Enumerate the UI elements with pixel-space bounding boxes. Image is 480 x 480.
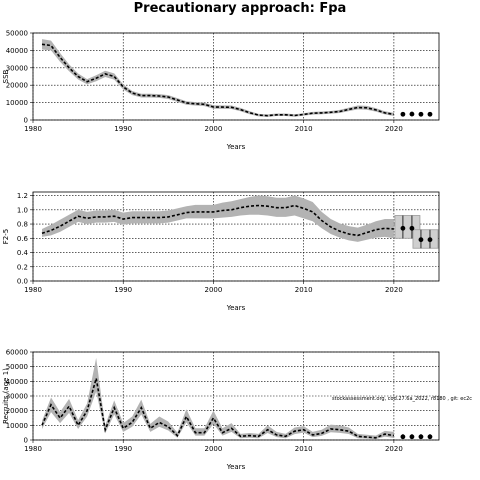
x-tick-label: 1980 bbox=[24, 125, 42, 133]
y-tick-label: 10000 bbox=[6, 422, 28, 430]
forecast-point bbox=[418, 434, 424, 440]
plot-frame bbox=[32, 32, 440, 121]
x-tick-label: 2010 bbox=[295, 286, 313, 294]
y-tick-label: 1.0 bbox=[17, 206, 28, 214]
forecast-point bbox=[427, 111, 433, 117]
panel-fbar: 1980 1990 2000 2010 2020 0.0 0.2 0.4 0.6 0.8 1.0 1.… bbox=[2, 191, 440, 312]
forecast-point bbox=[400, 434, 406, 440]
forecast-point bbox=[400, 225, 406, 231]
x-tick-label: 2010 bbox=[295, 445, 313, 453]
y-tick-label: 20000 bbox=[6, 407, 28, 415]
y-tick-label: 50000 bbox=[6, 363, 28, 371]
x-tick-label: 1990 bbox=[114, 286, 132, 294]
x-axis-label: Years bbox=[226, 304, 246, 312]
x-tick-label: 2000 bbox=[205, 445, 223, 453]
forecast-band bbox=[412, 229, 439, 249]
y-tick-label: 0.4 bbox=[17, 249, 29, 257]
x-tick-label: 1980 bbox=[24, 286, 42, 294]
chart-title: Precautionary approach: Fpa bbox=[134, 1, 347, 16]
x-tick-label: 2010 bbox=[295, 125, 313, 133]
y-axis-label: SSB bbox=[2, 69, 10, 83]
x-tick-label: 2020 bbox=[385, 445, 403, 453]
y-tick-label: 30000 bbox=[6, 393, 28, 401]
y-tick-label: 0.0 bbox=[17, 278, 28, 286]
confidence-band bbox=[42, 39, 394, 117]
x-tick-label: 2020 bbox=[385, 125, 403, 133]
forecast-point bbox=[427, 434, 433, 440]
estimate-line bbox=[41, 43, 395, 117]
x-tick-label: 1990 bbox=[114, 445, 132, 453]
plot-frame bbox=[32, 351, 440, 441]
y-tick-label: 0.2 bbox=[17, 263, 28, 271]
source-note: stockassessment.org, cod.27.6a_2022, r81… bbox=[332, 396, 472, 402]
estimate-line bbox=[41, 204, 394, 237]
y-tick-label: 60000 bbox=[6, 349, 28, 357]
confidence-band bbox=[42, 195, 394, 242]
forecast-point bbox=[418, 111, 424, 117]
y-tick-label: 0 bbox=[24, 117, 28, 125]
confidence-band bbox=[42, 357, 394, 440]
x-axis-label: Years bbox=[226, 463, 246, 471]
forecast-point bbox=[418, 237, 424, 243]
y-tick-label: 40000 bbox=[6, 47, 28, 55]
y-tick-label: 0.8 bbox=[17, 221, 28, 229]
plot-frame bbox=[32, 191, 440, 282]
x-tick-label: 1990 bbox=[114, 125, 132, 133]
y-tick-label: 0 bbox=[24, 437, 28, 445]
x-axis-label: Years bbox=[226, 143, 246, 151]
forecast-point bbox=[409, 434, 415, 440]
forecast-point bbox=[400, 111, 406, 117]
forecast-point bbox=[427, 237, 433, 243]
x-tick-label: 2000 bbox=[205, 286, 223, 294]
y-tick-label: 20000 bbox=[6, 82, 28, 90]
y-axis-label: F2-5 bbox=[2, 229, 10, 244]
x-tick-label: 1980 bbox=[24, 445, 42, 453]
forecast-point bbox=[409, 111, 415, 117]
y-axis-label: Recruits (age 1) bbox=[2, 368, 10, 424]
y-tick-label: 1.2 bbox=[17, 192, 28, 200]
estimate-line bbox=[41, 378, 395, 439]
y-tick-label: 40000 bbox=[6, 378, 28, 386]
x-tick-label: 2000 bbox=[205, 125, 223, 133]
y-tick-label: 30000 bbox=[6, 64, 28, 72]
forecast-point bbox=[409, 225, 415, 231]
x-tick-label: 2020 bbox=[385, 286, 403, 294]
panel-ssb: 1980 1990 2000 2010 2020 0 10000 20000 30000 4000… bbox=[2, 30, 440, 151]
panel-recruits: 1980 1990 2000 2010 2020 0 10000 20000 30000 4000… bbox=[2, 349, 440, 471]
y-tick-label: 0.6 bbox=[17, 235, 29, 243]
y-tick-label: 50000 bbox=[6, 30, 28, 38]
y-tick-label: 10000 bbox=[6, 99, 28, 107]
